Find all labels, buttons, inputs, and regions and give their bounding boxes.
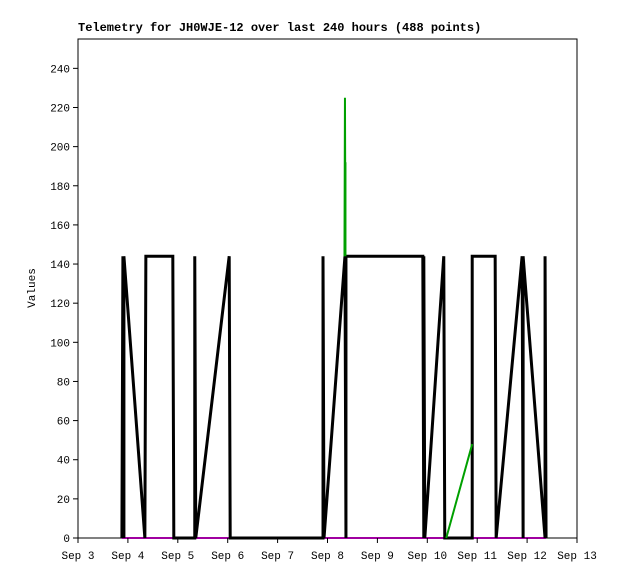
y-tick-label: 180 (50, 182, 70, 194)
y-tick-label: 0 (63, 534, 70, 546)
y-tick-label: 160 (50, 221, 70, 233)
y-axis-label: Values (27, 268, 39, 308)
y-tick-label: 120 (50, 299, 70, 311)
x-tick-label: Sep 10 (407, 551, 447, 563)
x-tick-label: Sep 9 (361, 551, 394, 563)
y-tick-label: 140 (50, 260, 70, 272)
y-tick-label: 220 (50, 103, 70, 115)
x-tick-label: Sep 7 (261, 551, 294, 563)
x-tick-label: Sep 6 (211, 551, 244, 563)
x-tick-label: Sep 13 (557, 551, 597, 563)
y-tick-label: 80 (57, 377, 70, 389)
series-line (343, 97, 474, 539)
x-tick-label: Sep 11 (457, 551, 497, 563)
series-line (120, 254, 548, 540)
chart-title: Telemetry for JH0WJE-12 over last 240 ho… (78, 21, 481, 35)
x-tick-label: Sep 12 (507, 551, 547, 563)
y-tick-label: 100 (50, 338, 70, 350)
y-tick-label: 200 (50, 143, 70, 155)
x-tick-label: Sep 3 (61, 551, 94, 563)
y-tick-label: 60 (57, 417, 70, 429)
series-layer (120, 97, 548, 540)
x-tick-label: Sep 5 (161, 551, 194, 563)
y-tick-label: 40 (57, 456, 70, 468)
x-tick-label: Sep 8 (311, 551, 344, 563)
x-tick-label: Sep 4 (111, 551, 144, 563)
y-tick-label: 20 (57, 495, 70, 507)
y-tick-label: 240 (50, 64, 70, 76)
